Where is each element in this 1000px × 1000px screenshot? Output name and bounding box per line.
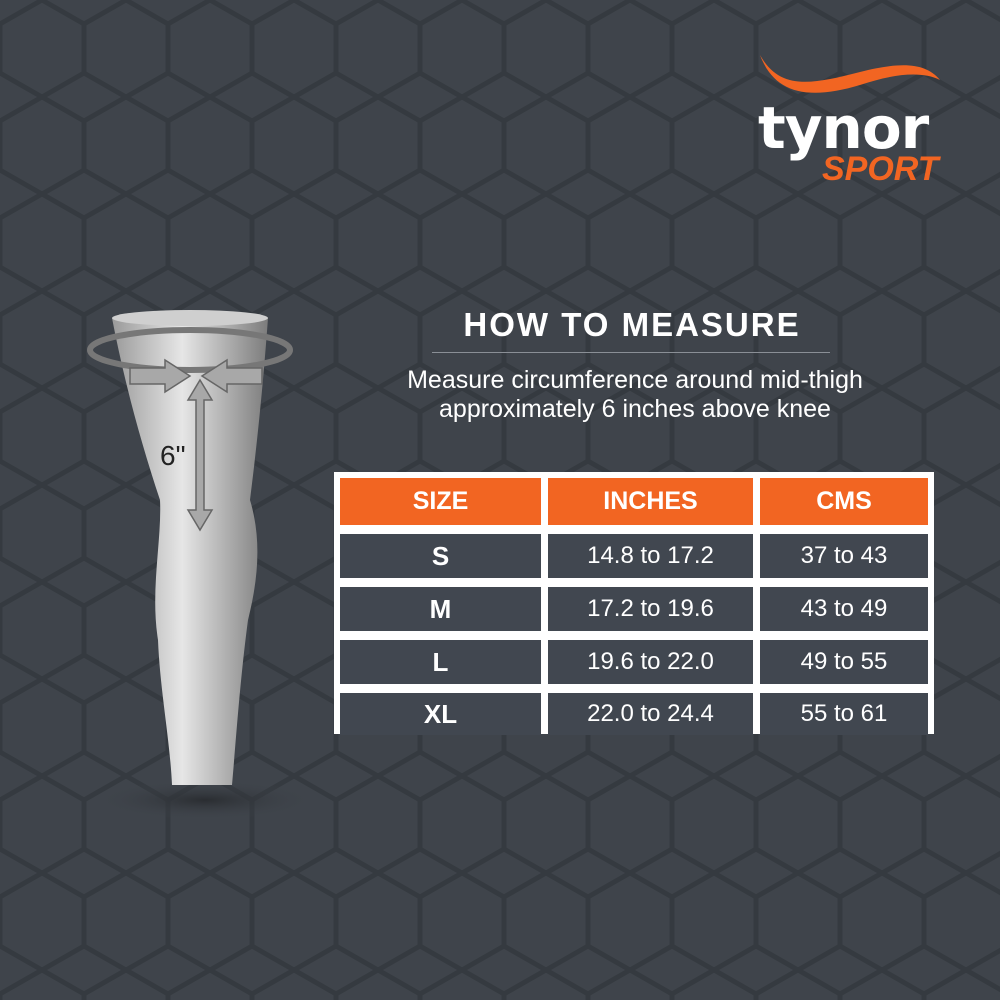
circumference-arrow-icon <box>87 327 293 373</box>
leg-illustration <box>112 310 268 785</box>
size-chart-table: SIZE INCHES CMS S 14.8 to 17.2 37 to 43 … <box>334 472 934 735</box>
header-inches: INCHES <box>548 478 753 525</box>
cms-cell: 43 to 49 <box>760 587 928 631</box>
cms-cell: 37 to 43 <box>760 534 928 578</box>
header-size: SIZE <box>340 478 541 525</box>
cms-cell: 55 to 61 <box>760 693 928 735</box>
cms-cell: 49 to 55 <box>760 640 928 684</box>
page-title: HOW TO MEASURE <box>463 306 801 343</box>
brand-name: tynor <box>758 94 929 162</box>
instruction-line: approximately 6 inches above knee <box>439 395 831 423</box>
brand-sub: SPORT <box>822 150 939 188</box>
inches-cell: 17.2 to 19.6 <box>548 587 753 631</box>
size-cell: L <box>340 640 541 684</box>
size-cell: M <box>340 587 541 631</box>
title-divider <box>432 352 830 353</box>
instructions: Measure circumference around mid-thigh a… <box>340 366 930 424</box>
header-cms: CMS <box>760 478 928 525</box>
size-cell: XL <box>340 693 541 735</box>
brand-logo: tynor SPORT <box>750 50 950 190</box>
instruction-line: Measure circumference around mid-thigh <box>407 366 863 394</box>
inches-cell: 19.6 to 22.0 <box>548 640 753 684</box>
swoosh-icon <box>760 55 940 93</box>
inward-arrows-icon <box>129 358 263 394</box>
measure-distance-label: 6" <box>160 440 186 471</box>
inches-cell: 14.8 to 17.2 <box>548 534 753 578</box>
size-cell: S <box>340 534 541 578</box>
inches-cell: 22.0 to 24.4 <box>548 693 753 735</box>
vertical-measure-arrow-icon <box>186 378 214 532</box>
leg-shadow <box>95 780 315 820</box>
